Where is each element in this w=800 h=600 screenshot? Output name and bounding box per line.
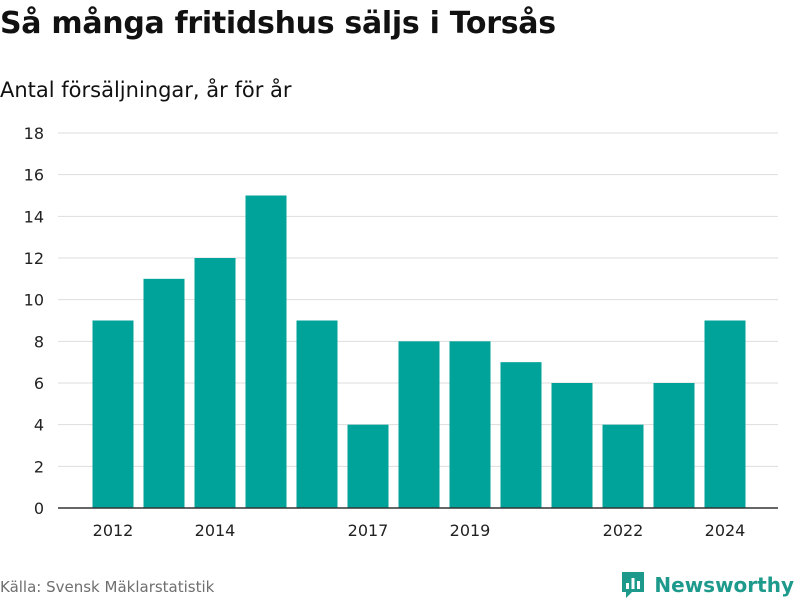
x-tick-label: 2014 <box>195 521 236 540</box>
bar-chart: 0 2 4 6 8 10 12 14 16 18 2012 2014 2017 2019 2022 2024 <box>24 124 778 540</box>
chart-title: Så många fritidshus säljs i Torsås <box>0 6 556 41</box>
chart-subtitle: Antal försäljningar, år för år <box>0 78 292 102</box>
y-tick-label: 16 <box>24 166 44 185</box>
bar <box>194 258 236 508</box>
y-tick-label: 0 <box>34 499 44 518</box>
y-tick-label: 18 <box>24 124 44 143</box>
source-note: Källa: Svensk Mäklarstatistik <box>0 578 215 596</box>
bar <box>92 320 134 508</box>
bar <box>143 278 185 508</box>
bar <box>296 320 338 508</box>
y-tick-label: 4 <box>34 416 44 435</box>
x-tick-label: 2019 <box>450 521 491 540</box>
bar <box>347 424 389 508</box>
y-tick-label: 12 <box>24 249 44 268</box>
bar <box>653 383 695 508</box>
y-tick-label: 14 <box>24 207 44 226</box>
y-tick-label: 8 <box>34 332 44 351</box>
newsworthy-logo[interactable]: Newsworthy <box>620 570 794 600</box>
x-tick-label: 2012 <box>93 521 134 540</box>
y-tick-label: 6 <box>34 374 44 393</box>
y-axis-tick-labels: 0 2 4 6 8 10 12 14 16 18 <box>24 124 44 518</box>
bar <box>245 195 287 508</box>
y-tick-label: 10 <box>24 291 44 310</box>
newsworthy-logo-icon <box>622 572 645 598</box>
bars <box>92 195 746 508</box>
bar <box>449 341 491 508</box>
bar <box>551 383 593 508</box>
x-tick-label: 2022 <box>603 521 644 540</box>
bar <box>500 362 542 508</box>
bar <box>602 424 644 508</box>
x-axis-tick-labels: 2012 2014 2017 2019 2022 2024 <box>93 521 746 540</box>
x-tick-label: 2024 <box>705 521 746 540</box>
bar <box>704 320 746 508</box>
y-tick-label: 2 <box>34 457 44 476</box>
x-tick-label: 2017 <box>348 521 389 540</box>
brand-name: Newsworthy <box>654 573 794 597</box>
bar <box>398 341 440 508</box>
